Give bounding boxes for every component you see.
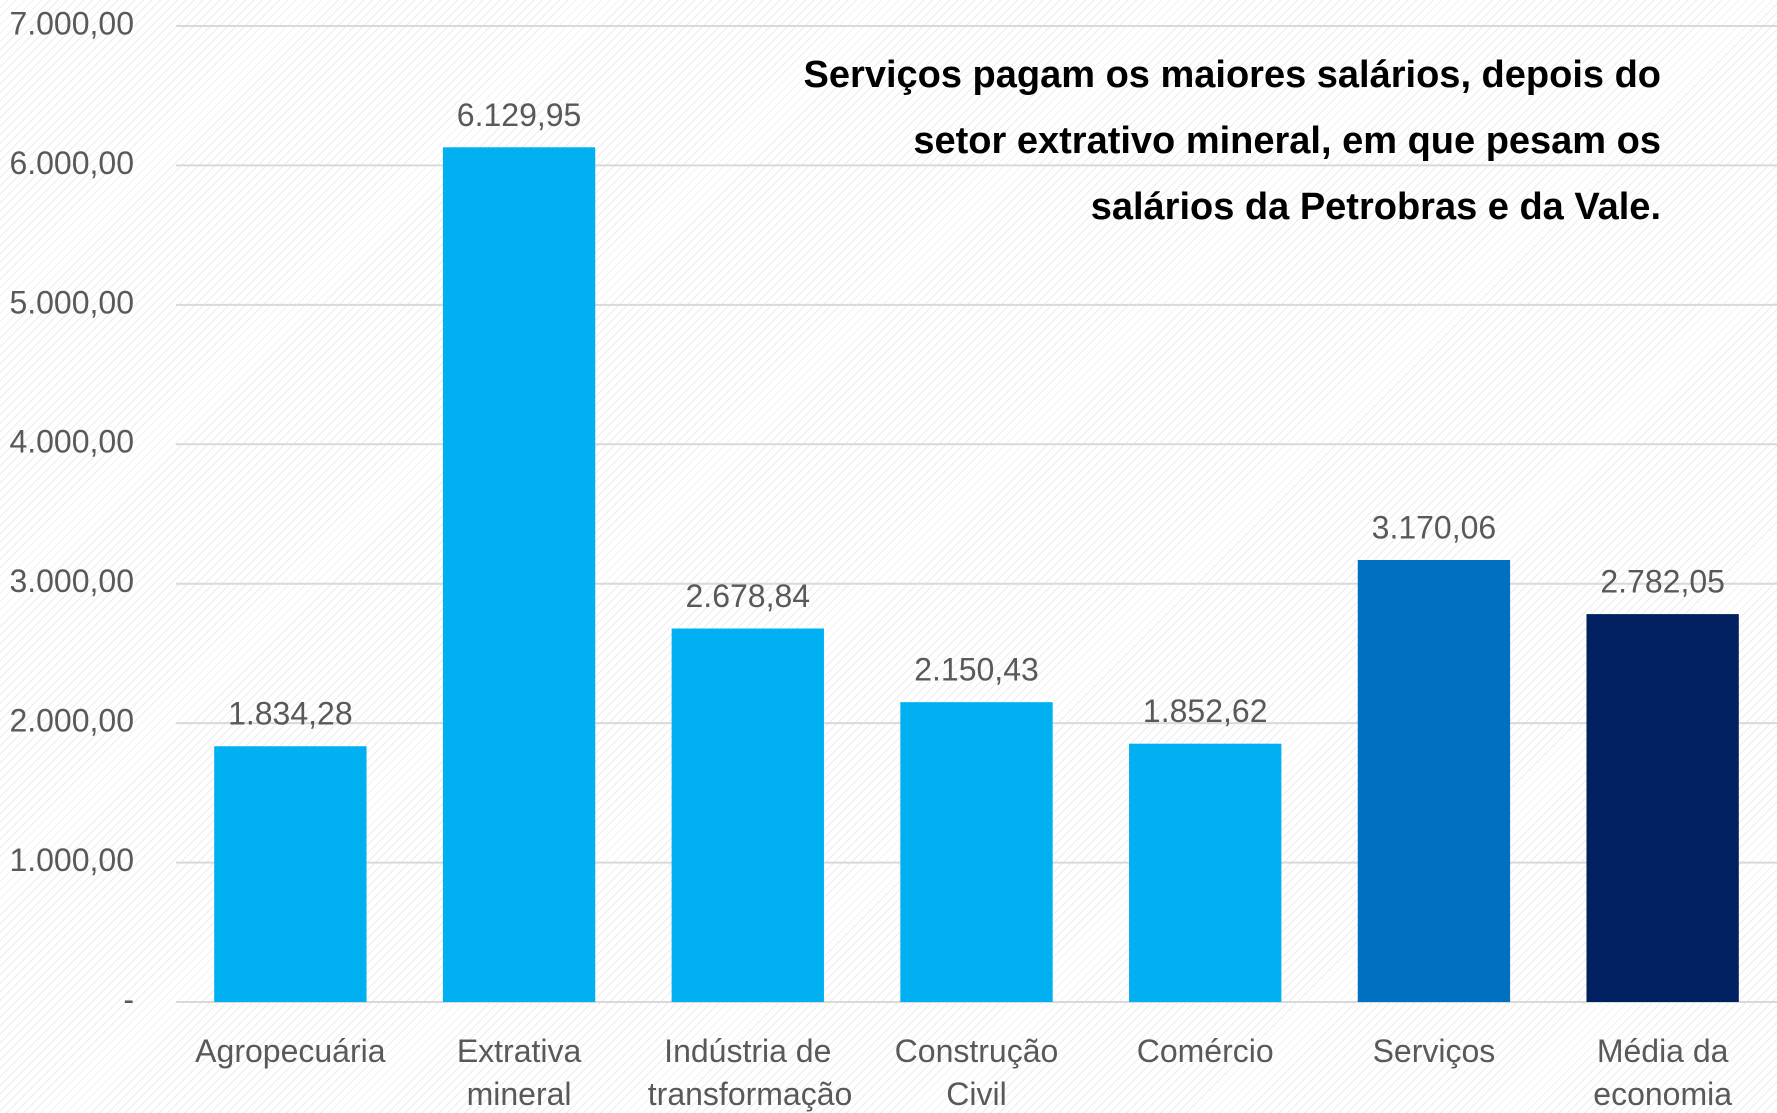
x-tick-label: Indústria de transformação (647, 1033, 853, 1112)
x-tick-label: Extrativa mineral (456, 1033, 582, 1112)
x-tick-label: Média da economia (1593, 1033, 1733, 1112)
x-tick-label: Construção Civil (894, 1033, 1059, 1112)
bar (442, 147, 596, 1003)
y-tick-label: 2.000,00 (9, 703, 134, 739)
data-label: 1.834,28 (228, 696, 353, 732)
bar (900, 702, 1053, 1002)
y-tick-label: 1.000,00 (9, 842, 134, 878)
x-tick-label: Comércio (1136, 1033, 1274, 1069)
data-label: 2.150,43 (914, 652, 1039, 688)
data-label: 2.782,05 (1600, 564, 1725, 600)
data-label: 2.678,84 (686, 578, 811, 614)
bar (671, 628, 824, 1002)
y-tick-label: 5.000,00 (9, 284, 134, 320)
y-tick-label: 7.000,00 (9, 5, 134, 41)
bar (1129, 743, 1282, 1002)
x-tick-label: Agropecuária (195, 1033, 386, 1069)
y-tick-label: 3.000,00 (9, 563, 134, 599)
data-label: 1.852,62 (1143, 693, 1268, 729)
chart-title: Serviços pagam os maiores salários, depo… (803, 54, 1661, 228)
bar (1586, 614, 1739, 1002)
bar (1357, 560, 1511, 1002)
data-label: 6.129,95 (457, 97, 582, 133)
data-label: 3.170,06 (1372, 509, 1497, 545)
y-tick-label: 6.000,00 (9, 145, 134, 181)
y-tick-label: - (123, 981, 134, 1017)
bar (214, 746, 367, 1002)
y-tick-label: 4.000,00 (9, 424, 134, 460)
x-tick-label: Serviços (1372, 1033, 1496, 1069)
